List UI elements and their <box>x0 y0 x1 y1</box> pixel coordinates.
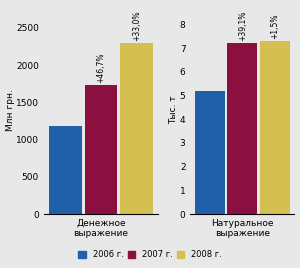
Bar <box>195 91 225 214</box>
Text: +1,5%: +1,5% <box>270 13 279 39</box>
Text: +46,7%: +46,7% <box>97 53 106 83</box>
Legend: 2006 г., 2007 г., 2008 г.: 2006 г., 2007 г., 2008 г. <box>77 249 223 261</box>
Text: +33,0%: +33,0% <box>132 10 141 40</box>
Text: +39,1%: +39,1% <box>238 11 247 41</box>
Bar <box>120 43 153 214</box>
Y-axis label: Тыс. т: Тыс. т <box>169 95 178 124</box>
Bar <box>85 85 118 214</box>
Bar <box>49 126 82 214</box>
Bar <box>227 43 257 214</box>
Bar <box>260 41 290 214</box>
Y-axis label: Млн грн.: Млн грн. <box>6 89 15 131</box>
